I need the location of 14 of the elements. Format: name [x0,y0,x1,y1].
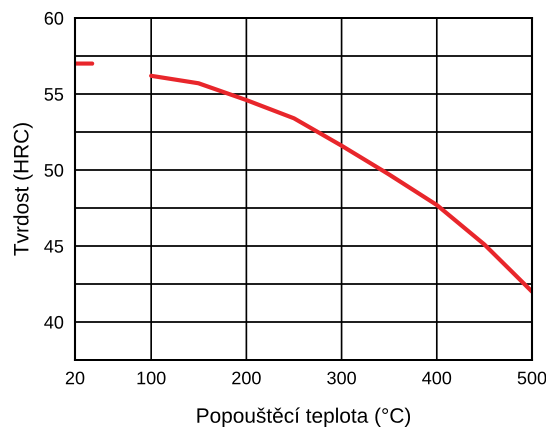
line-series [149,74,532,294]
x-tick-label: 500 [518,372,546,384]
y-tick-label: 50 [44,164,64,177]
y-tick-label: 40 [44,316,64,329]
y-tick-label: 60 [44,12,64,25]
x-tick-label: 20 [66,372,84,384]
y-tick-label: 45 [44,240,64,253]
y-tick-label: 55 [44,88,64,101]
x-tick-label: 100 [137,372,166,384]
x-tick-label: 200 [232,372,261,384]
x-axis-title: Popouštěcí teplota (°C) [197,407,410,428]
x-tick-label: 300 [327,372,356,384]
y-axis-title: Tvrdost (HRC) [13,123,33,256]
x-tick-label: 400 [422,372,452,384]
